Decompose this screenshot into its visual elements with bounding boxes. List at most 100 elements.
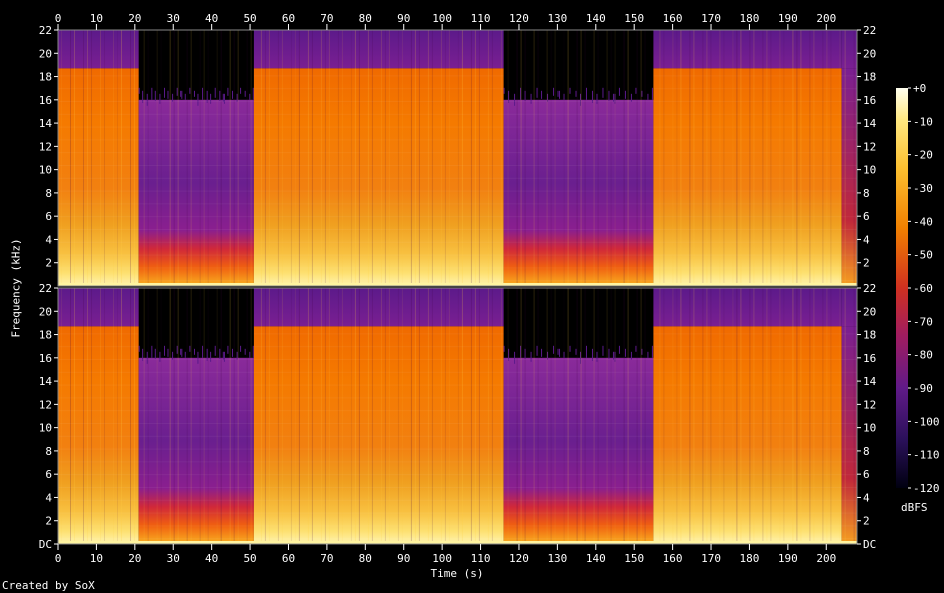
stripe-mark [147, 30, 149, 286]
speckle-mark [647, 351, 649, 358]
speckle-mark [520, 87, 522, 100]
speckle-mark [508, 90, 510, 103]
stripe-mark [680, 30, 682, 286]
stripe-mark [307, 288, 309, 544]
harmonic-mark [138, 267, 254, 269]
stripe-mark [680, 288, 682, 544]
harmonic-mark [138, 435, 254, 437]
stripe-mark [160, 30, 162, 286]
stripe-mark [264, 30, 266, 286]
speckle-mark [206, 348, 208, 361]
stripe-mark [537, 288, 539, 544]
y-tick-label: 2 [45, 257, 52, 270]
speckle-mark [536, 87, 538, 98]
speckle-mark [612, 351, 614, 360]
speckle-mark [559, 90, 561, 99]
harmonic-mark [841, 512, 857, 514]
harmonic-mark [653, 538, 842, 540]
stripe-mark [576, 288, 578, 544]
stripe-mark [689, 30, 691, 286]
stripe-mark [762, 288, 764, 544]
harmonic-mark [58, 228, 139, 230]
colorbar-tick-label: -30 [913, 182, 933, 195]
speckle-mark [569, 345, 571, 352]
harmonic-mark [58, 397, 139, 399]
speckle-mark [514, 351, 516, 364]
y-tick-label: 18 [863, 71, 876, 84]
speckle-mark [618, 87, 620, 96]
stripe-mark [614, 30, 616, 286]
stripe-mark [354, 30, 356, 286]
harmonic-mark [138, 254, 254, 256]
speckle-mark [624, 90, 626, 99]
stripe-mark [702, 30, 704, 286]
stripe-mark [636, 30, 638, 286]
speckle-mark [541, 348, 543, 357]
stripe-mark [401, 288, 403, 544]
stripe-mark [320, 30, 322, 286]
stripe-mark [723, 288, 725, 544]
harmonic-mark [503, 254, 654, 256]
harmonic-mark [138, 422, 254, 424]
harmonic-mark [58, 126, 139, 128]
harmonic-mark [841, 499, 857, 501]
x-tick-label: 30 [167, 552, 180, 565]
stripe-mark [216, 288, 218, 544]
stripe-mark [593, 288, 595, 544]
stripe-mark [91, 30, 92, 286]
harmonic-mark [58, 525, 139, 527]
speckle-mark [557, 348, 559, 355]
stripe-mark [130, 288, 131, 544]
speckle-mark [553, 345, 555, 354]
harmonic-mark [58, 461, 139, 463]
harmonic-mark [653, 75, 842, 77]
speckle-mark [146, 93, 148, 106]
harmonic-mark [253, 280, 504, 282]
harmonic-mark [653, 333, 842, 335]
speckle-mark [503, 87, 505, 94]
stripe-mark [830, 288, 832, 544]
stripe-mark [809, 288, 811, 544]
harmonic-mark [841, 139, 857, 141]
speckle-mark [159, 93, 161, 104]
speckle-mark [167, 90, 169, 99]
harmonic-mark [841, 216, 857, 218]
harmonic-mark [841, 333, 857, 335]
y-tick-label: 6 [45, 210, 52, 223]
speckle-mark [612, 93, 614, 102]
speckle-mark [193, 90, 195, 97]
x-tick-label: 130 [547, 12, 567, 25]
stripe-mark [233, 288, 235, 544]
stripe-mark [853, 30, 855, 286]
x-tick-label: 140 [586, 552, 606, 565]
stripe-mark [610, 30, 612, 286]
stripe-mark [753, 288, 755, 544]
stripe-mark [397, 30, 399, 286]
harmonic-mark [841, 100, 857, 102]
harmonic-mark [653, 113, 842, 115]
harmonic-mark [503, 371, 654, 373]
speckle-mark [138, 345, 140, 352]
harmonic-mark [253, 525, 504, 527]
stripe-mark [740, 288, 742, 544]
harmonic-mark [841, 346, 857, 348]
harmonic-mark [253, 435, 504, 437]
stripe-mark [457, 288, 459, 544]
speckle-mark [189, 345, 191, 352]
speckle-mark [591, 348, 593, 361]
y-tick-label: 6 [863, 468, 870, 481]
harmonic-mark [841, 358, 857, 360]
stripe-mark [822, 288, 824, 544]
stripe-mark [298, 288, 300, 544]
stripe-mark [268, 30, 270, 286]
x-tick-label: 190 [778, 12, 798, 25]
speckle-mark [146, 351, 148, 364]
stripe-mark [736, 30, 738, 286]
harmonic-mark [503, 538, 654, 540]
colorbar-tick-label: -50 [913, 249, 933, 262]
speckle-mark [197, 351, 199, 364]
speckle-mark [222, 93, 224, 102]
stripe-mark [822, 30, 824, 286]
stripe-mark [220, 30, 222, 286]
